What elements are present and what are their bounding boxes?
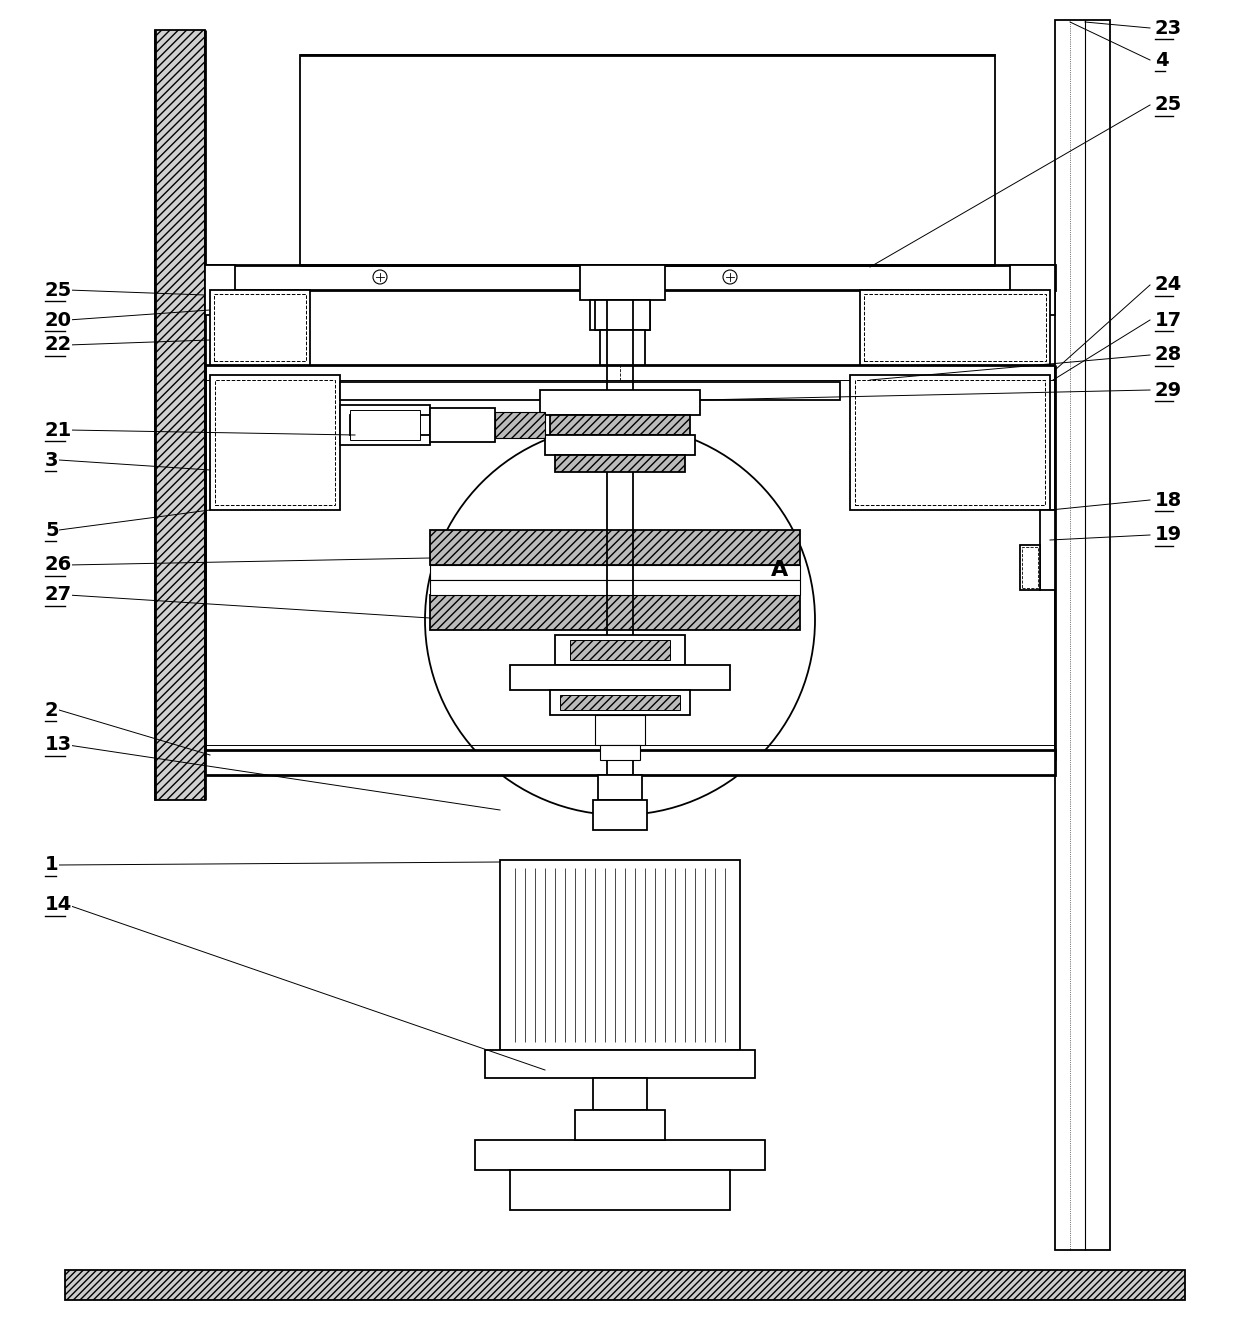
Bar — [430, 529, 800, 565]
Bar — [430, 579, 800, 595]
Bar — [215, 381, 335, 504]
Text: 2: 2 — [45, 701, 58, 719]
Bar — [475, 1141, 765, 1169]
Bar — [600, 745, 640, 760]
Bar — [340, 406, 430, 445]
Bar — [205, 749, 1055, 774]
Bar — [595, 715, 645, 745]
Bar — [551, 690, 689, 715]
Bar — [580, 265, 665, 300]
Bar — [495, 412, 546, 439]
Text: 4: 4 — [1154, 50, 1168, 70]
Text: 27: 27 — [45, 586, 72, 605]
Text: 17: 17 — [1154, 311, 1182, 329]
Bar — [430, 595, 800, 630]
Bar — [595, 300, 650, 331]
Text: 1: 1 — [45, 856, 58, 874]
Bar — [510, 1169, 730, 1210]
Bar — [210, 290, 310, 365]
Bar — [300, 55, 994, 265]
Text: 23: 23 — [1154, 18, 1182, 37]
Text: 25: 25 — [1154, 96, 1182, 115]
Text: 3: 3 — [45, 450, 58, 469]
Bar — [575, 1110, 665, 1141]
Circle shape — [373, 270, 387, 284]
Bar — [485, 1050, 755, 1079]
Bar — [864, 294, 1047, 361]
Bar — [593, 1079, 647, 1110]
Bar — [1021, 545, 1040, 590]
Bar — [205, 265, 1055, 290]
Text: 22: 22 — [45, 336, 72, 354]
Bar — [570, 640, 670, 660]
Bar — [350, 415, 430, 435]
Bar — [210, 375, 340, 510]
Text: A: A — [771, 560, 789, 579]
Text: 25: 25 — [45, 281, 72, 299]
Bar — [856, 381, 1045, 504]
Text: 18: 18 — [1154, 490, 1182, 510]
Text: 24: 24 — [1154, 275, 1182, 295]
Text: 20: 20 — [45, 311, 72, 329]
Text: 19: 19 — [1154, 525, 1182, 544]
Bar — [556, 454, 684, 471]
Bar — [340, 382, 839, 400]
Bar — [861, 290, 1050, 365]
Text: 21: 21 — [45, 420, 72, 440]
Bar — [1022, 547, 1038, 587]
Bar — [849, 375, 1050, 510]
Bar — [1055, 20, 1110, 1250]
Bar — [1040, 510, 1055, 590]
Bar — [560, 695, 680, 710]
Bar — [64, 1270, 1185, 1300]
Bar — [590, 300, 650, 331]
Bar — [215, 294, 306, 361]
Text: 29: 29 — [1154, 381, 1182, 399]
Bar — [556, 635, 684, 665]
Bar — [350, 410, 420, 440]
Circle shape — [425, 425, 815, 815]
Text: 5: 5 — [45, 520, 58, 540]
Bar — [510, 665, 730, 690]
Bar — [155, 30, 205, 799]
Text: 13: 13 — [45, 735, 72, 755]
Bar — [600, 331, 645, 365]
Bar — [430, 408, 495, 443]
Bar — [430, 565, 800, 579]
Bar — [551, 415, 689, 435]
Text: 26: 26 — [45, 556, 72, 574]
Circle shape — [723, 270, 737, 284]
Bar — [1011, 265, 1055, 315]
Bar — [500, 860, 740, 1050]
Bar — [546, 435, 694, 454]
Bar — [593, 799, 647, 830]
Text: 28: 28 — [1154, 345, 1182, 365]
Bar — [205, 265, 236, 315]
Bar — [539, 390, 701, 415]
Text: 14: 14 — [45, 896, 72, 914]
Bar — [598, 774, 642, 799]
